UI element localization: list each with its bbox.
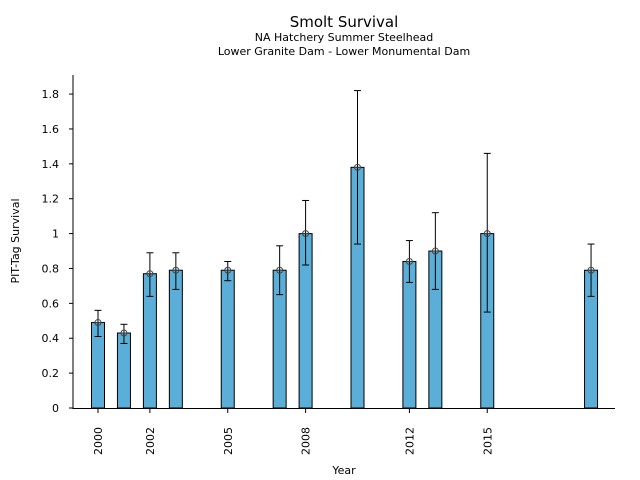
x-tick-label: 2000: [92, 427, 105, 455]
error-bars-group: [94, 90, 595, 344]
y-tick-label: 1.2: [42, 193, 60, 206]
error-bar-2003: [172, 252, 180, 290]
y-tick-label: 0.6: [42, 297, 60, 310]
error-bar-2010: [354, 90, 361, 245]
bar-2001: [116, 332, 131, 409]
y-tick-label: 1.4: [42, 158, 60, 171]
error-bar-2002: [146, 252, 154, 297]
y-tick-label: 0.2: [42, 367, 60, 380]
chart-subtitle-2: Lower Granite Dam - Lower Monumental Dam: [217, 45, 471, 58]
bars-group: [91, 166, 599, 409]
y-tick-label: 1.6: [42, 123, 60, 136]
y-tick-label: 1.8: [42, 88, 60, 101]
x-axis-label: Year: [331, 464, 356, 477]
bar-2012: [402, 261, 417, 409]
y-tick-label: 1: [52, 228, 59, 241]
error-bar-2005: [224, 261, 232, 282]
x-tick-label: 2005: [222, 427, 235, 455]
y-tick-label: 0.4: [42, 332, 60, 345]
y-ticks-group: 0 0.2 0.4 0.6 0.8 1 1.2 1.4 1.6 1.8: [42, 88, 73, 415]
error-bar-2001: [120, 323, 128, 344]
error-bar-2012: [405, 240, 413, 283]
bar-2005: [220, 269, 235, 409]
bar-2003: [168, 269, 183, 409]
x-tick-label: 2008: [300, 427, 313, 455]
error-bar-2015: [483, 152, 491, 313]
x-ticks-group: 2000 2002 2005 2008 2012 2015: [92, 408, 494, 455]
error-bar-2019: [587, 243, 595, 297]
x-tick-label: 2015: [481, 427, 494, 455]
error-bar-2007: [276, 245, 284, 296]
x-tick-label: 2012: [403, 427, 416, 455]
y-tick-label: 0: [52, 402, 59, 415]
y-tick-label: 0.8: [42, 262, 60, 275]
error-bar-2013: [431, 212, 439, 290]
error-bar-2008: [302, 199, 310, 266]
chart-title: Smolt Survival: [289, 13, 399, 31]
x-tick-label: 2002: [144, 427, 157, 455]
error-bar-2000: [94, 309, 102, 337]
y-axis-label: PIT-Tag Survival: [9, 198, 22, 283]
chart-subtitle: NA Hatchery Summer Steelhead: [254, 31, 434, 44]
